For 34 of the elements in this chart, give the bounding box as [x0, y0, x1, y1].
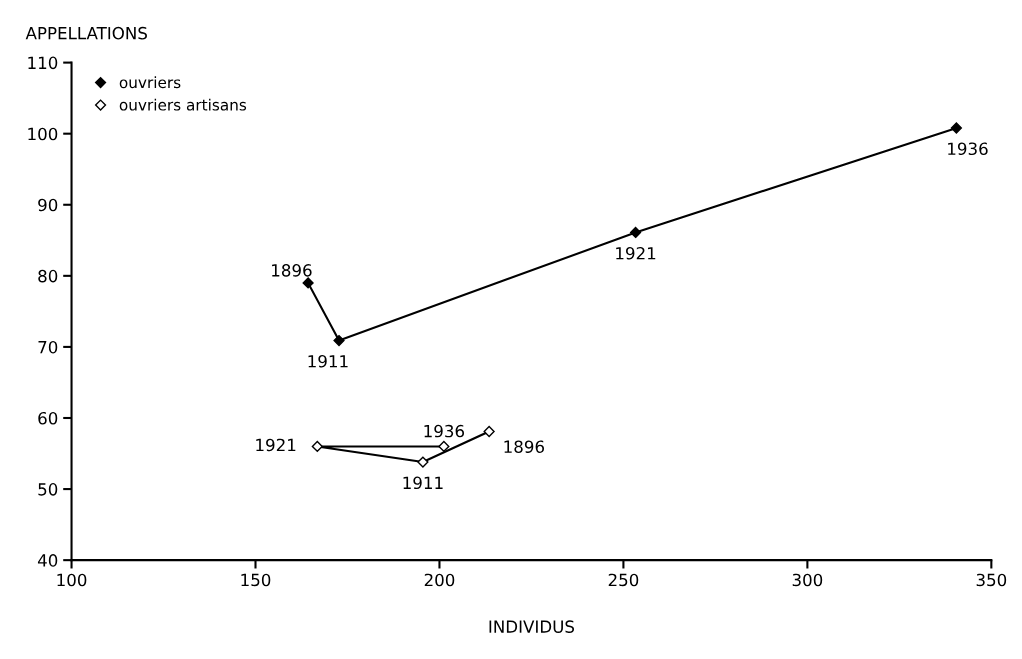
annotation: 1911: [308, 354, 348, 368]
point: [333, 334, 345, 347]
y-tick-label: 50: [38, 483, 58, 496]
y-tick-label: 80: [38, 269, 58, 283]
annotation: 1921: [256, 438, 296, 452]
point: [629, 226, 642, 239]
point: [483, 425, 495, 438]
x-tick-label: 200: [424, 573, 455, 587]
point: [311, 440, 323, 453]
point: [302, 277, 314, 289]
y-tick-label: 60: [38, 411, 58, 425]
x-tick-label: 250: [608, 573, 639, 587]
y-tick-label: 90: [38, 198, 58, 212]
point: [950, 122, 962, 134]
annotation: 1936: [948, 142, 988, 156]
annotation: 1896: [504, 440, 545, 453]
y-tick-label: 70: [38, 340, 58, 354]
legend-label: ouvriers: [119, 76, 181, 89]
annotation: 1936: [424, 424, 465, 438]
y-tick-label: 110: [28, 56, 58, 70]
x-tick-label: 350: [976, 573, 1007, 587]
y-tick-label: 40: [37, 554, 58, 567]
x-tick-label: 150: [241, 573, 271, 587]
annotation: 1911: [403, 476, 443, 490]
point: [438, 440, 450, 453]
x-axis-title: INDIVIDUS: [489, 620, 575, 633]
x-tick-label: 100: [57, 573, 87, 587]
legend-label: ouvriers artisans: [119, 98, 247, 111]
annotation: 1921: [616, 246, 656, 260]
y-tick-label: 100: [28, 127, 58, 141]
point: [417, 456, 429, 468]
annotation: 1896: [272, 264, 312, 277]
y-axis-title: APPELLATIONS: [25, 26, 147, 40]
x-tick-label: 300: [792, 573, 823, 587]
